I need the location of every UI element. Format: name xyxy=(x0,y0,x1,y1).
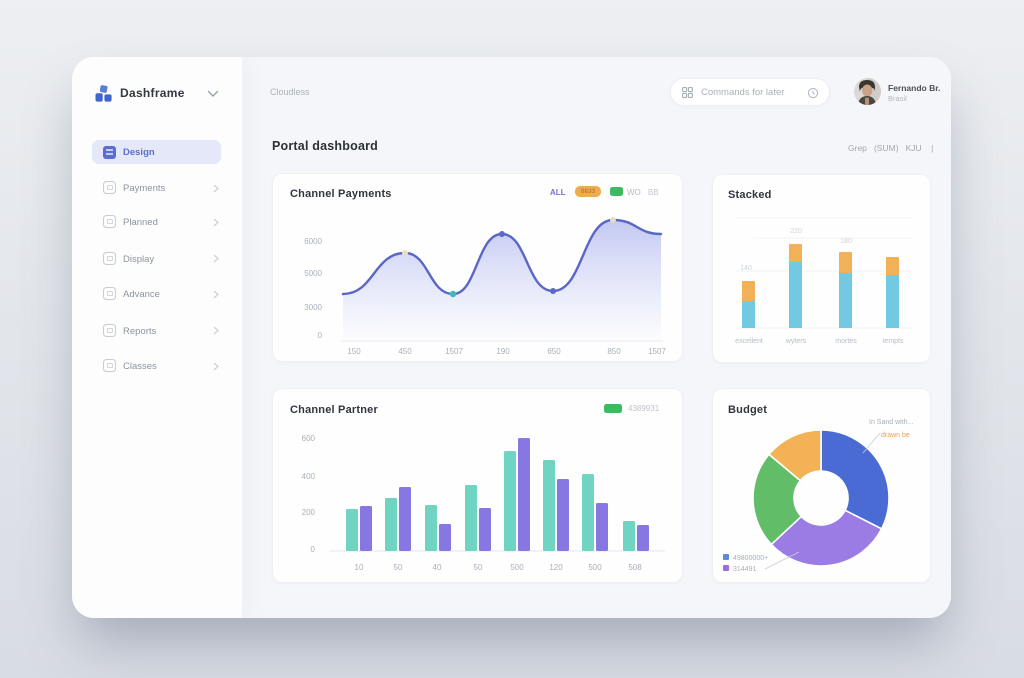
svg-text:50: 50 xyxy=(394,563,403,572)
svg-text:wyters: wyters xyxy=(785,338,807,345)
svg-text:850: 850 xyxy=(607,347,621,356)
svg-text:600: 600 xyxy=(302,434,316,443)
svg-text:3000: 3000 xyxy=(304,303,322,312)
svg-text:508: 508 xyxy=(628,563,642,572)
svg-text:150: 150 xyxy=(347,347,361,356)
svg-text:120: 120 xyxy=(549,563,563,572)
svg-text:mortes: mortes xyxy=(835,338,857,345)
svg-text:10: 10 xyxy=(355,563,364,572)
svg-text:excellent: excellent xyxy=(735,338,763,345)
svg-text:tempts: tempts xyxy=(882,338,904,345)
svg-text:500: 500 xyxy=(588,563,602,572)
svg-text:1507: 1507 xyxy=(648,347,666,356)
svg-text:190: 190 xyxy=(496,347,510,356)
svg-text:6000: 6000 xyxy=(304,237,322,246)
svg-text:40: 40 xyxy=(433,563,442,572)
svg-text:50: 50 xyxy=(474,563,483,572)
svg-text:650: 650 xyxy=(547,347,561,356)
svg-text:450: 450 xyxy=(398,347,412,356)
svg-text:5000: 5000 xyxy=(304,269,322,278)
svg-text:400: 400 xyxy=(302,472,316,481)
svg-text:1507: 1507 xyxy=(445,347,463,356)
svg-text:0: 0 xyxy=(311,545,316,554)
svg-text:140: 140 xyxy=(740,265,752,272)
svg-text:200: 200 xyxy=(302,508,316,517)
svg-text:180: 180 xyxy=(840,238,852,245)
svg-text:220: 220 xyxy=(790,228,802,235)
svg-text:0: 0 xyxy=(318,331,323,340)
svg-text:500: 500 xyxy=(510,563,524,572)
